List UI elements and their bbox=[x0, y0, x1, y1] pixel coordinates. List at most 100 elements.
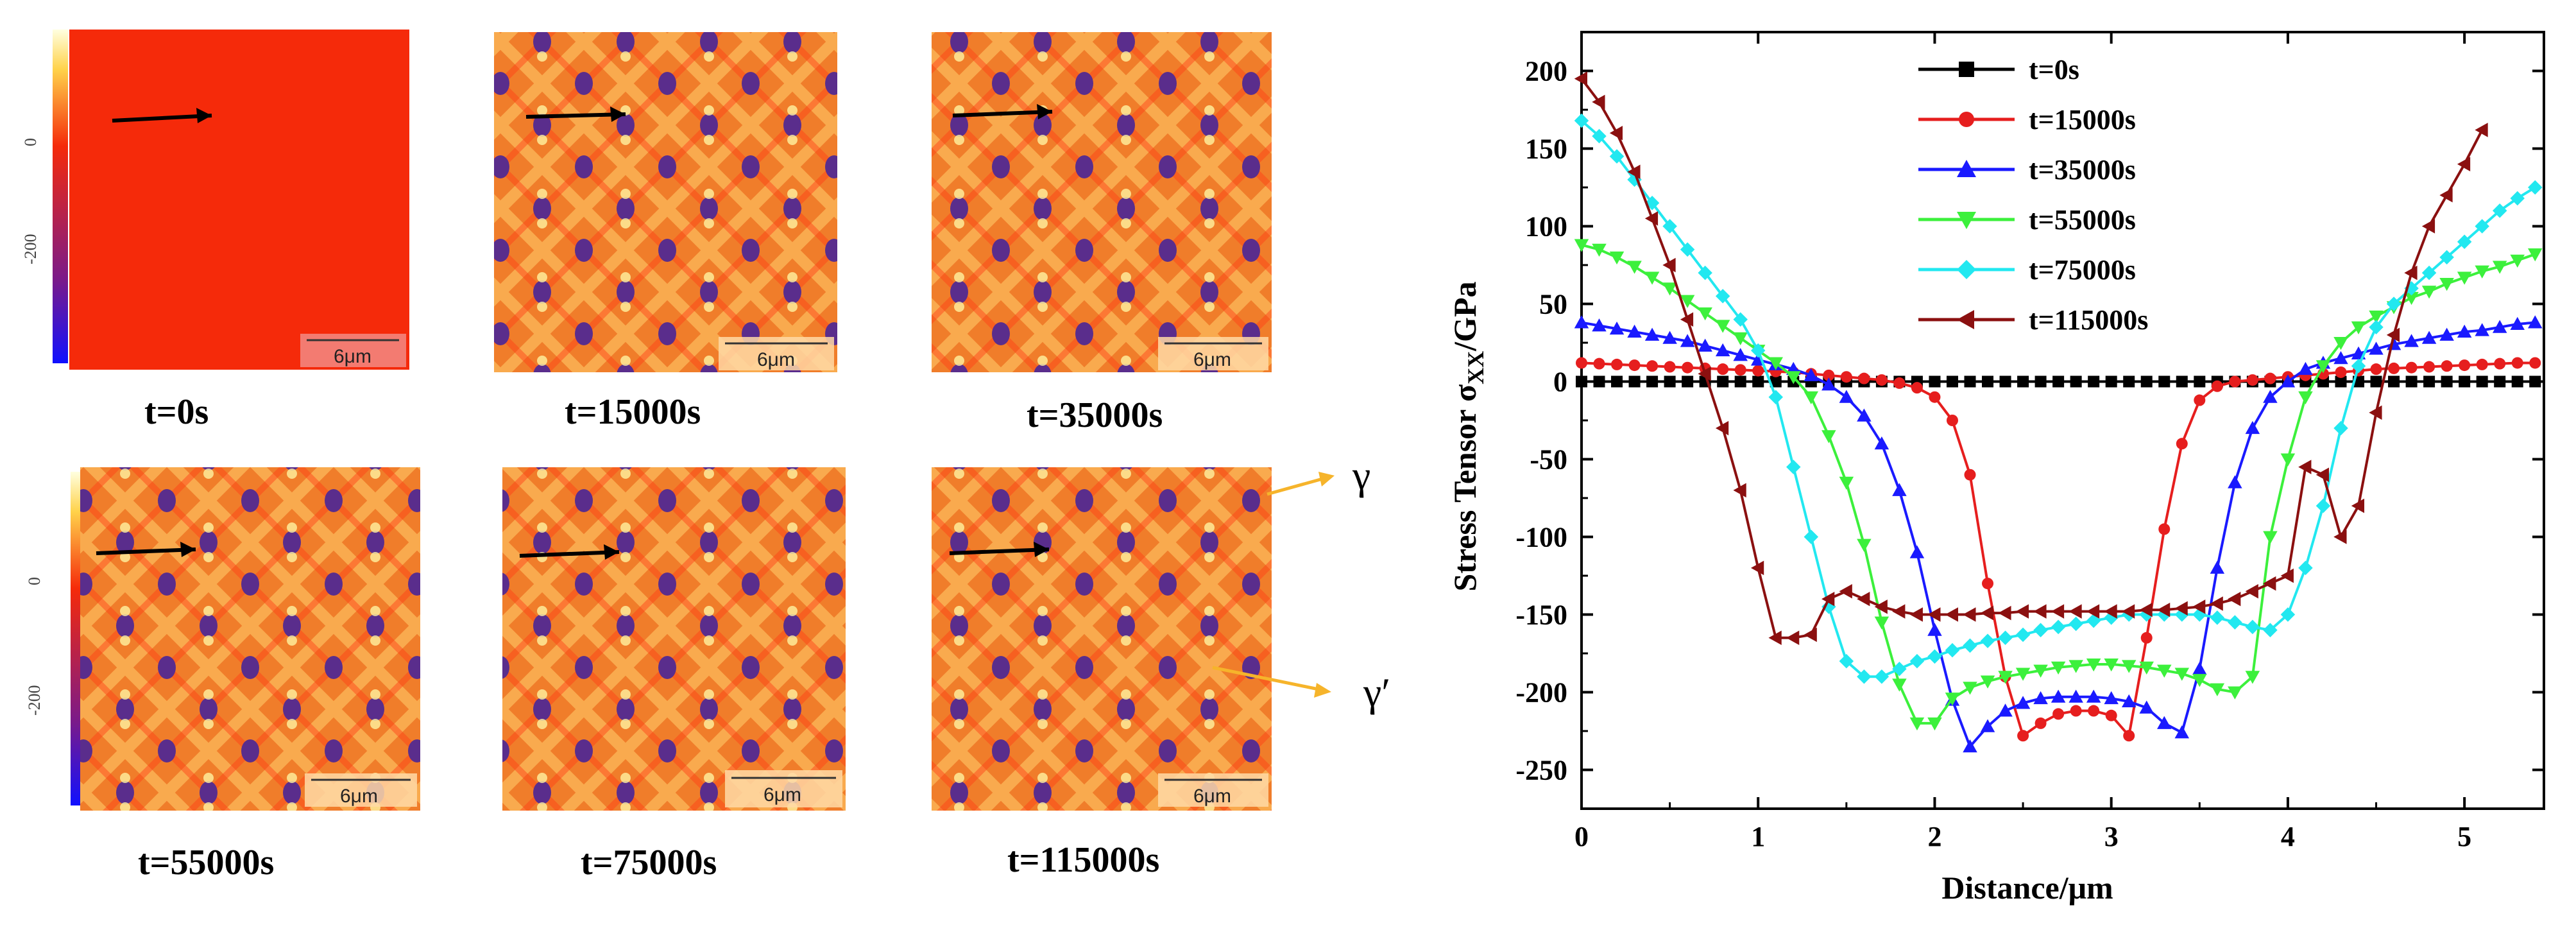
data-point bbox=[2494, 357, 2506, 370]
phase-field-map bbox=[502, 467, 846, 811]
scale-bar-label: 6μm bbox=[1193, 786, 1231, 807]
data-point bbox=[2404, 265, 2418, 280]
data-point bbox=[1662, 219, 1677, 234]
data-point bbox=[1927, 717, 1942, 731]
data-point bbox=[2388, 362, 2400, 374]
data-point bbox=[1998, 630, 2013, 646]
data-point bbox=[1698, 366, 1711, 381]
data-point bbox=[2088, 705, 2100, 717]
data-point bbox=[1733, 348, 1748, 361]
data-point bbox=[2228, 686, 2242, 700]
data-point bbox=[1927, 607, 1941, 622]
gamma-prime-arrow bbox=[1212, 666, 1322, 692]
data-point bbox=[2086, 689, 2101, 703]
series-t=115000s bbox=[1574, 71, 2488, 646]
data-point bbox=[2121, 660, 2137, 673]
data-point bbox=[2439, 278, 2454, 291]
legend-item: t=55000s bbox=[1918, 204, 2136, 236]
data-point bbox=[1804, 368, 1819, 381]
data-point bbox=[1982, 578, 1994, 590]
panel-title: t=75000s bbox=[581, 843, 717, 883]
data-point bbox=[2475, 265, 2489, 279]
series-t=15000s bbox=[1576, 357, 2541, 742]
series-t=0s bbox=[1576, 375, 2541, 388]
data-point bbox=[1892, 604, 1906, 619]
data-point bbox=[1698, 265, 1712, 280]
data-point bbox=[2421, 265, 2437, 280]
data-point bbox=[2351, 359, 2366, 374]
data-point bbox=[1980, 675, 1995, 689]
data-point bbox=[2052, 375, 2065, 388]
data-point bbox=[2210, 596, 2223, 611]
data-point bbox=[1857, 408, 1872, 422]
data-point bbox=[1574, 315, 1589, 329]
colorbar bbox=[53, 30, 68, 363]
data-point bbox=[2068, 689, 2083, 703]
data-point bbox=[1680, 295, 1695, 308]
data-point bbox=[1821, 592, 1835, 607]
data-point bbox=[2388, 375, 2400, 388]
data-point bbox=[1734, 375, 1746, 388]
data-point bbox=[1664, 375, 1676, 388]
data-point bbox=[2104, 604, 2117, 619]
data-point bbox=[2492, 320, 2507, 333]
data-point bbox=[2210, 560, 2225, 574]
legend-label: t=75000s bbox=[2029, 254, 2136, 286]
x-tick-label: 3 bbox=[2104, 821, 2119, 852]
data-point bbox=[1593, 357, 1605, 370]
data-point bbox=[2441, 360, 2453, 372]
panel-title: t=55000s bbox=[138, 843, 274, 883]
data-point bbox=[1574, 71, 1587, 86]
data-point bbox=[2263, 390, 2278, 403]
data-point bbox=[2157, 602, 2171, 617]
data-point bbox=[1662, 257, 1676, 273]
gamma-prime-arrow-head bbox=[1314, 683, 1331, 698]
data-point bbox=[1768, 357, 1784, 370]
data-point bbox=[1909, 607, 1923, 622]
data-point bbox=[2369, 405, 2382, 420]
scale-bar-box bbox=[725, 770, 842, 807]
data-point bbox=[2051, 689, 2066, 703]
data-point bbox=[2017, 730, 2029, 742]
data-point bbox=[2476, 358, 2488, 370]
microstructure-panel-3: 6μm t=35000s bbox=[932, 32, 1272, 435]
phase-field-map bbox=[932, 467, 1272, 811]
data-point bbox=[1929, 375, 1941, 388]
data-point bbox=[2139, 661, 2154, 675]
data-point bbox=[1963, 739, 1977, 753]
data-point bbox=[1839, 390, 1854, 403]
direction-arrow bbox=[96, 547, 196, 555]
data-point bbox=[2140, 375, 2153, 388]
x-tick-label: 2 bbox=[1927, 821, 1941, 852]
data-point bbox=[1628, 375, 1641, 388]
y-axis-title-prefix: Stress Tensor σ bbox=[1447, 384, 1483, 592]
data-point bbox=[2475, 123, 2488, 137]
data-point bbox=[2439, 187, 2453, 203]
data-point bbox=[1609, 321, 1625, 335]
data-point bbox=[2245, 671, 2260, 684]
data-point bbox=[2441, 375, 2453, 388]
legend-item: t=75000s bbox=[1918, 254, 2136, 286]
data-point bbox=[1946, 415, 1958, 426]
data-point bbox=[2174, 667, 2190, 681]
data-point bbox=[2140, 632, 2153, 644]
direction-arrow bbox=[525, 112, 626, 119]
data-point bbox=[1945, 642, 1960, 658]
data-point bbox=[2228, 475, 2242, 488]
data-point bbox=[2316, 498, 2331, 513]
gamma-arrow bbox=[1267, 476, 1326, 496]
data-point bbox=[1752, 365, 1764, 377]
data-point bbox=[2510, 316, 2525, 330]
data-point bbox=[1840, 371, 1852, 383]
data-point bbox=[2246, 374, 2258, 386]
data-point bbox=[2192, 674, 2207, 687]
scale-bar-label: 6μm bbox=[757, 349, 795, 370]
data-point bbox=[2333, 420, 2348, 436]
data-point bbox=[2105, 375, 2117, 388]
arrow-head bbox=[196, 108, 212, 123]
data-point bbox=[1682, 361, 1694, 374]
data-point bbox=[2333, 337, 2348, 350]
data-point bbox=[2034, 717, 2047, 729]
gamma-label: γ bbox=[1352, 452, 1370, 498]
legend-item: t=0s bbox=[1918, 54, 2079, 85]
